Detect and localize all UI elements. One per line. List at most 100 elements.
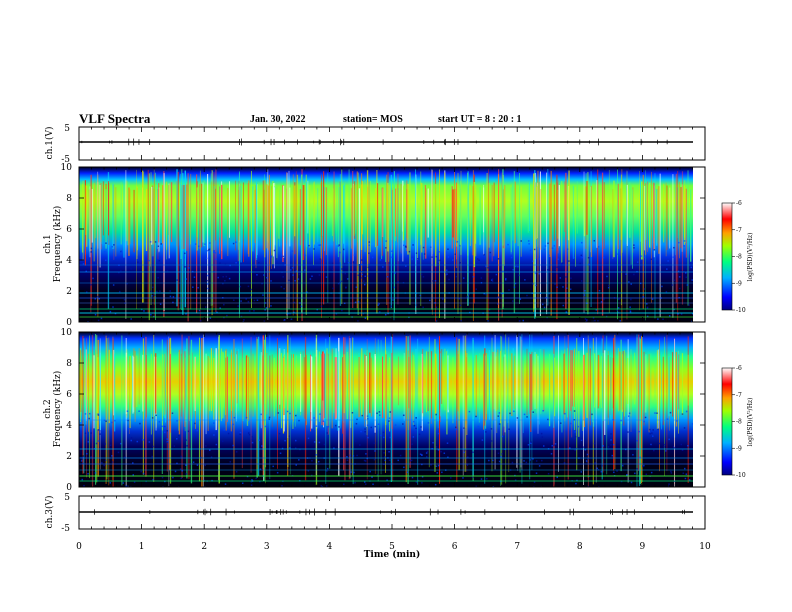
noise-speck xyxy=(298,419,300,422)
noise-speck xyxy=(498,460,501,463)
noise-speck xyxy=(378,303,380,305)
noise-speck xyxy=(445,274,447,276)
noise-speck xyxy=(239,431,242,434)
time-tick-label: 5 xyxy=(389,542,395,552)
noise-speck xyxy=(355,286,358,288)
noise-speck xyxy=(363,481,366,483)
noise-speck xyxy=(256,274,258,276)
noise-speck xyxy=(288,435,290,438)
noise-speck xyxy=(363,459,366,462)
noise-speck xyxy=(273,249,276,252)
noise-speck xyxy=(354,440,357,442)
noise-speck xyxy=(487,320,489,322)
noise-speck xyxy=(592,317,595,319)
noise-speck xyxy=(206,274,209,277)
noise-speck xyxy=(322,420,325,423)
noise-speck xyxy=(191,270,194,273)
noise-speck xyxy=(677,270,680,273)
noise-speck xyxy=(206,249,208,252)
noise-speck xyxy=(152,286,154,289)
noise-speck xyxy=(158,421,161,423)
noise-speck xyxy=(290,269,292,271)
noise-speck xyxy=(678,241,680,244)
noise-speck xyxy=(377,423,380,425)
noise-speck xyxy=(420,426,422,428)
noise-speck xyxy=(119,442,122,445)
noise-speck xyxy=(690,320,693,322)
noise-speck xyxy=(642,465,644,468)
noise-speck xyxy=(557,258,559,261)
noise-speck xyxy=(510,256,513,259)
noise-speck xyxy=(388,417,391,419)
noise-speck xyxy=(636,261,639,263)
noise-speck xyxy=(326,432,329,434)
noise-speck xyxy=(307,437,310,440)
noise-speck xyxy=(371,476,373,478)
noise-speck xyxy=(264,425,267,428)
noise-speck xyxy=(520,240,522,242)
noise-speck xyxy=(613,471,615,474)
noise-speck xyxy=(253,299,256,302)
noise-speck xyxy=(566,248,569,250)
noise-speck xyxy=(532,411,535,413)
noise-speck xyxy=(380,434,382,437)
noise-speck xyxy=(435,320,438,322)
noise-speck xyxy=(691,423,693,425)
noise-speck xyxy=(384,456,386,458)
noise-speck xyxy=(294,447,297,449)
noise-speck xyxy=(684,272,687,274)
ch1-colorbar-label: log(PSD)(V²/Hz) xyxy=(747,233,754,282)
noise-speck xyxy=(683,427,686,429)
noise-speck xyxy=(688,304,690,306)
noise-speck xyxy=(555,272,558,275)
frequency-tick-label: 4 xyxy=(66,421,72,431)
noise-speck xyxy=(346,459,349,462)
noise-speck xyxy=(574,431,576,433)
noise-speck xyxy=(334,424,337,427)
noise-speck xyxy=(422,276,425,278)
noise-speck xyxy=(278,432,281,435)
noise-speck xyxy=(527,240,530,242)
noise-speck xyxy=(535,284,537,287)
noise-speck xyxy=(584,449,587,451)
noise-speck xyxy=(206,283,209,285)
noise-speck xyxy=(630,298,632,301)
noise-speck xyxy=(651,432,653,434)
noise-speck xyxy=(625,273,627,275)
noise-speck xyxy=(361,277,363,279)
noise-speck xyxy=(386,276,389,278)
noise-speck xyxy=(235,471,238,473)
noise-speck xyxy=(511,461,514,464)
noise-speck xyxy=(532,260,534,262)
time-tick-label: 4 xyxy=(327,542,333,552)
frequency-tick-label: 2 xyxy=(66,452,72,462)
noise-speck xyxy=(169,290,172,292)
noise-speck xyxy=(639,456,641,459)
noise-speck xyxy=(573,256,575,259)
noise-speck xyxy=(192,461,195,463)
noise-speck xyxy=(415,417,417,419)
noise-speck xyxy=(87,472,89,475)
noise-speck xyxy=(126,282,128,285)
noise-speck xyxy=(362,312,365,315)
noise-speck xyxy=(480,478,483,480)
noise-speck xyxy=(163,426,165,428)
frequency-tick-label: 10 xyxy=(61,163,73,173)
noise-speck xyxy=(389,436,392,439)
noise-speck xyxy=(223,429,225,431)
colorbar-tick-label: -6 xyxy=(736,200,742,207)
noise-speck xyxy=(490,440,493,442)
noise-speck xyxy=(643,420,645,423)
noise-speck xyxy=(99,433,101,435)
noise-speck xyxy=(193,276,196,278)
noise-speck xyxy=(122,482,125,484)
noise-speck xyxy=(459,304,462,307)
noise-speck xyxy=(181,470,183,472)
noise-speck xyxy=(94,298,97,300)
noise-speck xyxy=(485,431,487,433)
noise-speck xyxy=(535,472,538,474)
noise-speck xyxy=(361,414,363,417)
noise-speck xyxy=(681,413,684,415)
noise-speck xyxy=(685,264,687,267)
noise-speck xyxy=(382,266,384,268)
